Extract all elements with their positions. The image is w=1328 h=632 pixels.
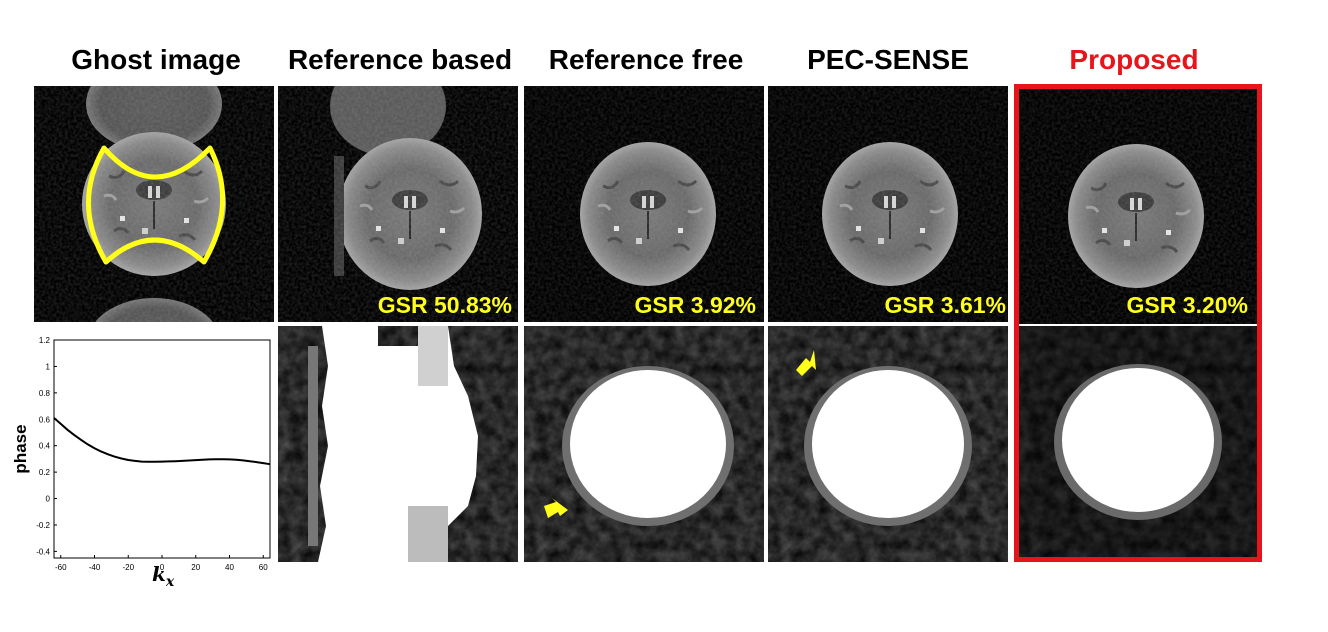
roi-outline xyxy=(86,145,226,265)
gsr-value-proposed: GSR 3.20% xyxy=(1126,292,1248,318)
column-title-proposed: Proposed xyxy=(1069,44,1199,75)
plot-frame xyxy=(53,339,271,559)
x-tick-label: 0 xyxy=(160,563,165,572)
y-axis-label: phase xyxy=(11,424,30,473)
column-title-pec-sense: PEC-SENSE xyxy=(807,44,969,75)
gsr-value-reference-free: GSR 3.92% xyxy=(634,292,756,318)
y-tick-label: 1.2 xyxy=(39,336,51,345)
pec-sense-saturated-panel xyxy=(768,326,1008,562)
column-title-reference-free: Reference free xyxy=(548,44,744,75)
x-tick-label: -20 xyxy=(122,563,134,572)
y-tick-label: 0.8 xyxy=(39,389,51,398)
phase-plot: -60 -40 -20 0 20 40 60 -0.4 -0.2 0 0.2 0.4 0.6 0.8 1 1… xyxy=(10,328,272,590)
column-title-reference-based: Reference based xyxy=(287,44,513,75)
x-tick-label: -60 xyxy=(55,563,67,572)
x-tick-label: 60 xyxy=(259,563,268,572)
y-tick-label: -0.4 xyxy=(36,547,50,556)
x-tick-label: -40 xyxy=(89,563,101,572)
proposed-image-panel: GSR 3.20% xyxy=(1018,88,1258,324)
y-tick-label: 0.2 xyxy=(39,468,51,477)
pec-sense-image-panel: GSR 3.61% xyxy=(768,86,1008,322)
reference-based-image-panel: GSR 50.83% xyxy=(278,86,518,322)
y-tick-label: 0 xyxy=(46,495,51,504)
y-tick-label: 0.6 xyxy=(39,415,51,424)
proposed-highlight-box xyxy=(1014,84,1262,562)
phase-curve xyxy=(53,417,271,466)
x-axis-label: kx xyxy=(152,562,175,590)
y-tick-label: 1 xyxy=(46,362,51,371)
x-tick-label: 40 xyxy=(225,563,234,572)
reference-free-saturated-panel xyxy=(524,326,764,562)
proposed-saturated-panel xyxy=(1018,326,1258,558)
arrow-icon xyxy=(544,498,568,518)
ghost-image-panel xyxy=(34,86,274,322)
reference-based-saturated-panel xyxy=(278,326,518,562)
reference-free-image-panel: GSR 3.92% xyxy=(524,86,764,322)
y-tick-label: -0.2 xyxy=(36,521,50,530)
y-tick-label: 0.4 xyxy=(39,442,51,451)
column-title-ghost-image: Ghost image xyxy=(71,44,241,75)
arrow-icon xyxy=(796,350,816,376)
gsr-value-reference-based: GSR 50.83% xyxy=(377,292,512,318)
x-tick-label: 20 xyxy=(191,563,200,572)
gsr-value-pec-sense: GSR 3.61% xyxy=(884,292,1006,318)
